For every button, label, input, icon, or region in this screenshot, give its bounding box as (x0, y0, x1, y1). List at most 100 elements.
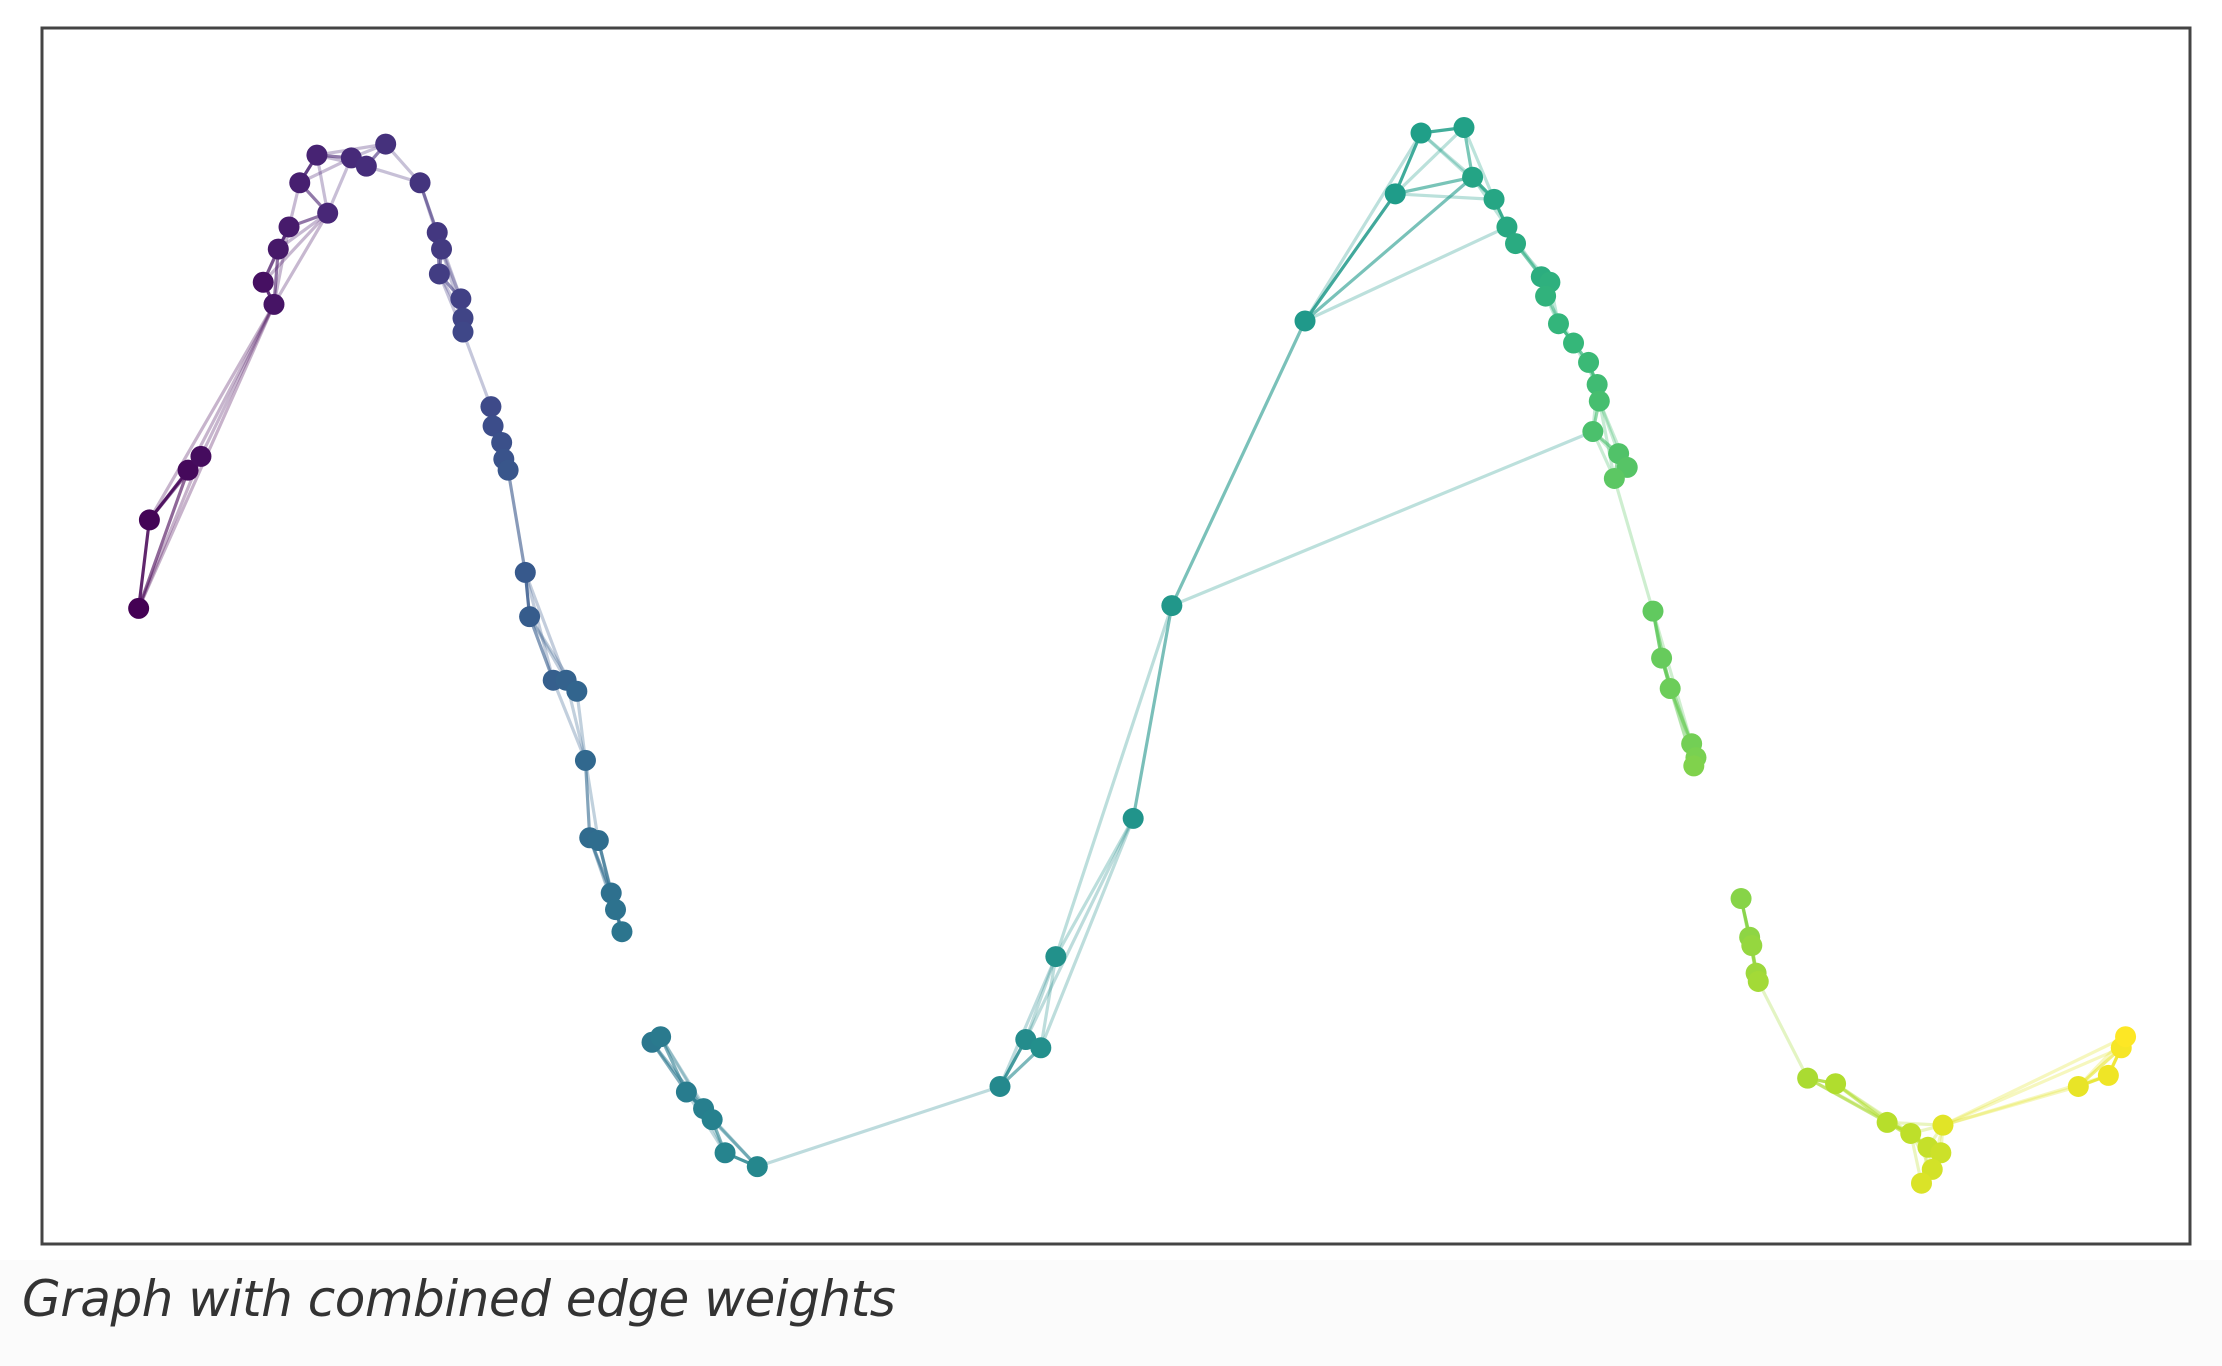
graph-node (1603, 467, 1625, 489)
graph-node (1876, 1111, 1898, 1133)
graph-edge (1756, 979, 1810, 1080)
graph-edge (1170, 319, 1307, 608)
graph-node (1642, 600, 1664, 622)
graph-edge (1054, 816, 1135, 959)
graph-edge (551, 678, 588, 762)
graph-node (2115, 1026, 2137, 1048)
graph-edge (1303, 175, 1475, 323)
graph-node (375, 133, 397, 155)
graph-edge (1039, 954, 1058, 1050)
graph-node (1932, 1114, 1954, 1136)
graph-edge (1393, 131, 1423, 196)
graph-edge (659, 1035, 706, 1111)
graph-node (1747, 970, 1769, 992)
graph-edge (272, 211, 330, 306)
graph-node (428, 263, 450, 285)
graph-node (2097, 1064, 2119, 1086)
graph-edge (1462, 125, 1496, 201)
graph-edge (583, 758, 600, 843)
graph-edge (1024, 954, 1058, 1042)
graph-node (491, 432, 513, 454)
graph-node (482, 415, 504, 437)
graph-edge (523, 570, 568, 682)
graph-node (278, 216, 300, 238)
figure (40, 26, 2192, 1246)
graph-node (1122, 807, 1144, 829)
graph-edge (1419, 131, 1475, 179)
graph-node (587, 830, 609, 852)
graph-node (1900, 1122, 1922, 1144)
graph-node (1582, 420, 1604, 442)
graph-edge (1941, 1035, 2128, 1127)
graph-edge (1303, 192, 1397, 323)
graph-node (566, 680, 588, 702)
graph-node (1730, 888, 1752, 910)
graph-edge (1393, 125, 1466, 196)
graph-edge (137, 468, 190, 610)
graph-edge (1054, 603, 1174, 959)
node-layer (128, 116, 2137, 1194)
graph-node (1030, 1037, 1052, 1059)
graph-node (1453, 116, 1475, 138)
graph-edge (1833, 1082, 1913, 1136)
figure-caption: Graph with combined edge weights (22, 1270, 896, 1328)
graph-edge (1833, 1082, 1889, 1125)
graph-node (1483, 188, 1505, 210)
graph-edge (1303, 131, 1423, 323)
graph-node (1384, 183, 1406, 205)
graph-node (746, 1156, 768, 1178)
graph-node (1659, 678, 1681, 700)
graph-edge (523, 570, 555, 682)
graph-edge (1651, 609, 1694, 746)
graph-node (190, 445, 212, 467)
graph-node (431, 238, 453, 260)
graph-node (480, 396, 502, 418)
graph-node (1825, 1073, 1847, 1095)
graph-edge (137, 518, 151, 610)
graph-node (519, 606, 541, 628)
graph-node (1578, 351, 1600, 373)
graph-node (1911, 1172, 1932, 1194)
graph-edge (506, 468, 527, 575)
graph-node (701, 1109, 723, 1131)
graph-node (1586, 374, 1608, 396)
graph-node (1651, 647, 1673, 669)
graph-edge (1393, 192, 1496, 201)
plot-frame (40, 26, 2192, 1246)
graph-edge (1597, 399, 1616, 481)
graph-node (1547, 313, 1569, 335)
graph-node (650, 1026, 672, 1048)
graph-node (317, 202, 339, 224)
graph-node (177, 459, 199, 481)
graph-edge (461, 330, 493, 409)
graph-node (450, 288, 472, 310)
graph-node (1563, 332, 1585, 354)
graph-edge (527, 615, 555, 682)
graph-node (574, 749, 596, 771)
graph-node (1683, 755, 1705, 777)
graph-plot (40, 26, 2192, 1246)
graph-edge (1039, 816, 1135, 1050)
graph-node (1930, 1142, 1952, 1164)
graph-node (263, 293, 285, 315)
graph-edge (137, 454, 203, 610)
graph-node (1410, 122, 1432, 144)
graph-node (989, 1075, 1011, 1097)
graph-node (306, 144, 328, 166)
graph-node (1161, 595, 1183, 617)
graph-node (1045, 946, 1067, 968)
graph-edge (1941, 1084, 2080, 1127)
graph-node (138, 509, 160, 531)
graph-node (611, 921, 633, 943)
graph-edge (261, 211, 330, 284)
graph-edge (272, 225, 291, 306)
graph-node (714, 1142, 736, 1164)
graph-node (1797, 1067, 1819, 1089)
graph-node (355, 155, 377, 177)
graph-node (289, 172, 311, 194)
graph-edge (998, 954, 1058, 1089)
graph-node (1535, 285, 1557, 307)
graph-node (605, 899, 627, 921)
graph-node (452, 321, 474, 343)
graph-node (1505, 233, 1527, 255)
